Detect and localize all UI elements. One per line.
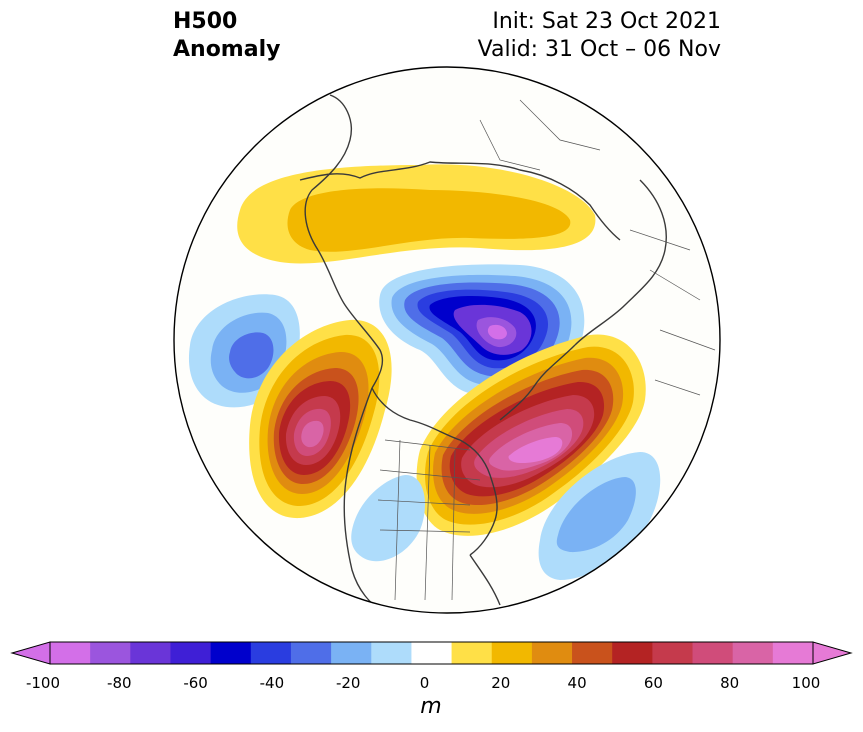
title-line-2: Anomaly (173, 37, 281, 62)
colorbar-tick-label: 60 (643, 674, 663, 692)
anomaly-positive-north-eurasia (237, 164, 596, 264)
colorbar-swatch (250, 642, 292, 664)
colorbar-swatch (170, 642, 212, 664)
colorbar-swatch (411, 642, 453, 664)
colorbar-swatch (331, 642, 372, 664)
colorbar-swatch (290, 642, 332, 664)
colorbar-tick-label: -20 (335, 674, 361, 692)
valid-range: Valid: 31 Oct – 06 Nov (477, 37, 721, 62)
colorbar-swatch (772, 642, 814, 664)
colorbar-swatch (732, 642, 774, 664)
polar-map (173, 66, 721, 614)
colorbar-unit-label: m (420, 694, 442, 719)
coastlines (299, 94, 667, 613)
globe-outline (173, 66, 721, 614)
colorbar-swatch (371, 642, 412, 664)
colorbar-tick-label: 40 (567, 674, 587, 692)
colorbar-swatch (210, 642, 252, 664)
anomaly-negative-north-atlantic (538, 452, 661, 580)
colorbar-tick-label: -40 (259, 674, 285, 692)
colorbar-swatch (50, 642, 91, 664)
map-title: H500 Anomaly (173, 8, 280, 64)
colorbar-swatch (130, 642, 171, 664)
colorbar-tick-label: -60 (183, 674, 208, 692)
colorbar (10, 641, 853, 665)
colorbar-over-arrow (812, 641, 853, 665)
colorbar-swatch (612, 642, 653, 664)
colorbar-tick-label: 0 (419, 674, 430, 692)
anomaly-positive-hudson-bay (416, 334, 646, 536)
colorbar-tick-label: 20 (491, 674, 511, 692)
init-date: Init: Sat 23 Oct 2021 (492, 9, 721, 34)
anomaly-field (188, 94, 716, 613)
colorbar-swatch (451, 642, 493, 664)
colorbar-tick-label: -100 (25, 674, 61, 692)
colorbar-swatch (692, 642, 734, 664)
political-borders (377, 99, 716, 601)
colorbar-swatch (652, 642, 694, 664)
colorbar-tick-label: 80 (720, 674, 740, 692)
colorbar-swatch (491, 642, 533, 664)
anomaly-negative-western-us (351, 474, 425, 562)
run-info: Init: Sat 23 Oct 2021 Valid: 31 Oct – 06… (478, 8, 721, 64)
colorbar-swatch (531, 642, 573, 664)
colorbar-tick-label: 100 (791, 674, 821, 692)
colorbar-under-arrow (10, 641, 51, 665)
colorbar-swatch (572, 642, 613, 664)
title-line-1: H500 (173, 9, 238, 34)
colorbar-frame (49, 641, 814, 665)
colorbar-tick-label: -80 (107, 674, 132, 692)
colorbar-swatch (90, 642, 131, 664)
